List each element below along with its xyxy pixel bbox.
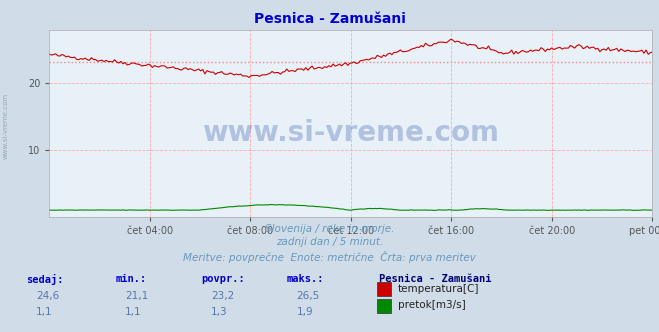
- Text: 1,1: 1,1: [125, 307, 142, 317]
- Text: Pesnica - Zamušani: Pesnica - Zamušani: [254, 12, 405, 26]
- Text: Meritve: povprečne  Enote: metrične  Črta: prva meritev: Meritve: povprečne Enote: metrične Črta:…: [183, 251, 476, 263]
- Text: sedaj:: sedaj:: [26, 274, 64, 285]
- Text: temperatura[C]: temperatura[C]: [398, 284, 480, 294]
- Text: 1,1: 1,1: [36, 307, 53, 317]
- Text: 21,1: 21,1: [125, 290, 148, 300]
- Text: www.si-vreme.com: www.si-vreme.com: [2, 93, 9, 159]
- Text: Slovenija / reke in morje.: Slovenija / reke in morje.: [265, 224, 394, 234]
- Text: 24,6: 24,6: [36, 290, 59, 300]
- Text: maks.:: maks.:: [287, 274, 324, 284]
- Text: Pesnica - Zamušani: Pesnica - Zamušani: [379, 274, 492, 284]
- Text: 1,3: 1,3: [211, 307, 227, 317]
- Text: www.si-vreme.com: www.si-vreme.com: [202, 119, 500, 147]
- Text: 23,2: 23,2: [211, 290, 234, 300]
- Text: povpr.:: povpr.:: [201, 274, 244, 284]
- Text: 26,5: 26,5: [297, 290, 320, 300]
- Text: pretok[m3/s]: pretok[m3/s]: [398, 300, 466, 310]
- Text: zadnji dan / 5 minut.: zadnji dan / 5 minut.: [276, 237, 383, 247]
- Text: 1,9: 1,9: [297, 307, 313, 317]
- Text: min.:: min.:: [115, 274, 146, 284]
